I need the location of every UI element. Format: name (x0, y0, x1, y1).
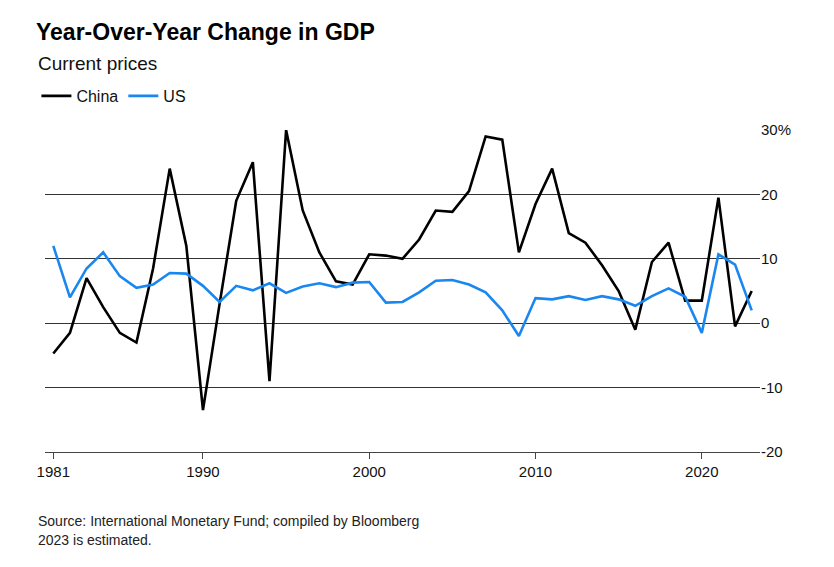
svg-text:2023 is estimated.: 2023 is estimated. (38, 532, 152, 548)
svg-text:10: 10 (761, 250, 778, 267)
svg-text:1981: 1981 (37, 463, 70, 480)
svg-text:2010: 2010 (519, 463, 552, 480)
svg-text:2000: 2000 (353, 463, 386, 480)
svg-text:20: 20 (761, 186, 778, 203)
svg-text:2020: 2020 (685, 463, 718, 480)
svg-text:Current prices: Current prices (38, 53, 157, 74)
svg-text:-20: -20 (761, 443, 783, 460)
svg-text:China: China (76, 88, 118, 105)
svg-text:Year-Over-Year Change in GDP: Year-Over-Year Change in GDP (36, 19, 375, 45)
svg-text:1990: 1990 (186, 463, 219, 480)
svg-text:-10: -10 (761, 379, 783, 396)
svg-text:Source: International Monetary: Source: International Monetary Fund; com… (38, 513, 419, 529)
svg-text:30%: 30% (761, 121, 791, 138)
svg-text:US: US (163, 88, 185, 105)
svg-text:0: 0 (761, 314, 769, 331)
